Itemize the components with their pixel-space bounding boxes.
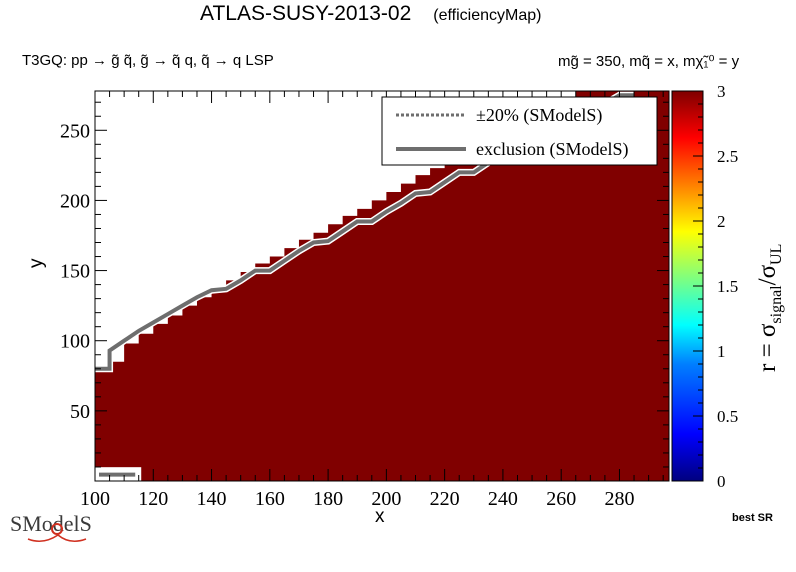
y-axis-label: y (26, 258, 47, 269)
y-tick-label: 200 (60, 190, 90, 212)
chart-subtitle: (efficiencyMap) (433, 7, 542, 24)
plot-frame (94, 90, 670, 482)
x-tick-label: 260 (546, 488, 576, 510)
logo-ring-icon (51, 523, 63, 535)
z-tick-label: 0.5 (717, 407, 738, 426)
legend-entry-exclusion: exclusion (SModelS) (476, 139, 629, 160)
x-tick-label: 140 (197, 488, 227, 510)
logo-swoosh-icon (27, 534, 87, 542)
x-tick-label: 120 (138, 488, 168, 510)
y-tick-label: 250 (60, 120, 90, 142)
chart-title: ATLAS-SUSY-2013-02 (efficiencyMap) (200, 2, 542, 25)
y-tick-label: 50 (70, 401, 90, 423)
z-tick-label: 3 (717, 82, 726, 101)
legend-entry-20pct: ±20% (SModelS) (476, 105, 602, 126)
x-tick-label: 180 (313, 488, 343, 510)
process-label: T3GQ: pp → g̃ q̃, g̃ → q̃ q, q̃ → q LSP (22, 52, 274, 69)
z-axis-label: r = σsignal/σUL (754, 243, 785, 372)
smodels-logo: SModelS (10, 511, 92, 542)
y-tick-label: 100 (60, 331, 90, 353)
x-tick-label: 200 (371, 488, 401, 510)
x-tick-label: 240 (488, 488, 518, 510)
masses-label: mg̃ = 350, mq̃ = x, mχ̃₁⁰ = y (558, 53, 740, 70)
x-tick-label: 280 (604, 488, 634, 510)
z-tick-label: 2.5 (717, 147, 738, 166)
z-tick-label: 0 (717, 472, 726, 491)
logo-text: SModelS (10, 511, 92, 536)
z-tick-label: 1.5 (717, 277, 738, 296)
filled-region (95, 91, 669, 481)
x-axis-label: x (375, 506, 385, 527)
y-tick-label: 150 (60, 261, 90, 283)
x-tick-label: 160 (255, 488, 285, 510)
z-tick-label: 1 (717, 342, 726, 361)
legend: ±20% (SModelS) exclusion (SModelS) (381, 96, 658, 166)
legend-box (381, 96, 658, 166)
z-tick-label: 2 (717, 212, 726, 231)
x-tick-label: 100 (80, 488, 110, 510)
best-sr-label: best SR (732, 512, 773, 524)
x-tick-label: 220 (430, 488, 460, 510)
